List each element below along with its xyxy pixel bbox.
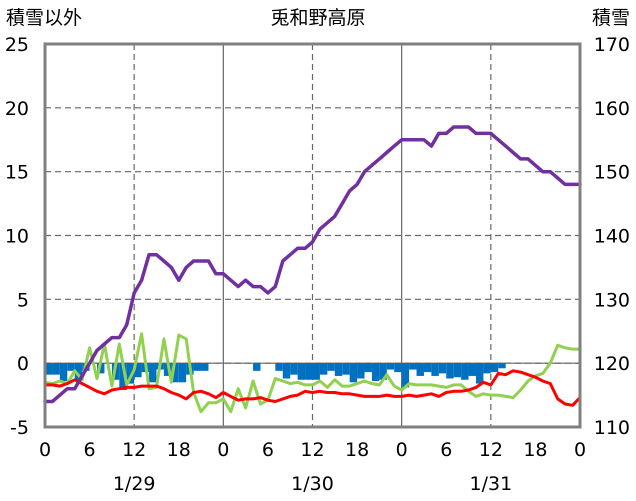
precip-bar-18 (178, 363, 187, 383)
series-line-0 (43, 125, 582, 404)
precip-bar-61 (498, 363, 506, 369)
precip-bar-57 (468, 363, 476, 376)
precip-bar-37 (319, 363, 328, 375)
precip-bar-52 (431, 363, 439, 376)
precip-bar-32 (282, 363, 291, 379)
left-tick-label-5: 0 (17, 353, 29, 375)
precip-bar-12 (134, 363, 142, 378)
precip-bar-0 (45, 363, 53, 375)
x-tick-label-5: 6 (262, 439, 274, 461)
precip-bar-49 (409, 363, 417, 370)
x-tick-label-4: 0 (217, 439, 229, 461)
precip-bar-20 (193, 363, 202, 371)
right-tick-label-4: 130 (594, 289, 630, 311)
precip-bar-31 (275, 363, 283, 371)
right-tick-label-5: 120 (594, 353, 630, 375)
x-tick-label-9: 6 (440, 439, 452, 461)
x-tick-label-2: 12 (122, 439, 146, 461)
left-axis-label: 積雪以外 (6, 7, 82, 29)
left-tick-label-6: -5 (10, 417, 29, 439)
precip-bar-33 (290, 363, 298, 375)
precip-bar-2 (59, 363, 68, 382)
precip-bar-53 (438, 363, 447, 374)
precip-bar-10 (119, 363, 127, 390)
plot-frame (43, 42, 582, 429)
precip-bar-35 (305, 363, 313, 380)
precip-bar-56 (461, 363, 469, 380)
precip-bar-16 (163, 363, 172, 376)
left-tick-label-3: 10 (5, 226, 29, 248)
date-label-0: 1/29 (113, 473, 156, 495)
right-tick-label-6: 110 (594, 417, 630, 439)
x-tick-label-7: 18 (345, 439, 369, 461)
precip-bar-7 (97, 363, 105, 374)
x-tick-label-8: 0 (396, 439, 408, 461)
precip-bar-44 (371, 363, 380, 382)
precip-bar-47 (394, 363, 402, 373)
precip-bar-4 (74, 363, 83, 382)
right-tick-label-1: 160 (594, 98, 630, 120)
x-tick-label-6: 12 (300, 439, 324, 461)
left-tick-label-4: 5 (17, 289, 29, 311)
x-tick-label-0: 0 (39, 439, 51, 461)
precip-bar-43 (364, 363, 372, 373)
precip-bar-40 (342, 363, 350, 375)
precip-bar-36 (312, 363, 320, 380)
precip-bar-42 (357, 363, 365, 379)
x-tick-label-12: 0 (574, 439, 586, 461)
date-label-1: 1/30 (291, 473, 334, 495)
date-label-2: 1/31 (469, 473, 512, 495)
x-tick-label-3: 18 (167, 439, 191, 461)
precip-bar-45 (379, 363, 387, 380)
date-labels: 1/29 1/30 1/31 (113, 473, 512, 495)
series-line-1 (43, 369, 582, 407)
left-axis-ticks: 25 20 15 10 5 0 -5 (5, 34, 29, 439)
x-axis-ticks: 0 6 12 18 0 6 12 18 0 6 12 18 0 (39, 439, 586, 461)
precip-bar-14 (149, 363, 157, 383)
precip-bar-59 (483, 363, 491, 374)
precip-bar-28 (253, 363, 261, 371)
left-tick-label-2: 15 (5, 162, 29, 184)
precip-bar-55 (453, 363, 462, 378)
precip-bar-60 (490, 363, 499, 373)
right-tick-label-0: 170 (594, 34, 630, 56)
right-axis-label: 積雪 (592, 7, 630, 29)
x-tick-label-1: 6 (84, 439, 96, 461)
precip-bar-38 (327, 363, 335, 371)
x-tick-label-11: 18 (523, 439, 547, 461)
right-tick-label-2: 150 (594, 162, 630, 184)
precip-bar-46 (386, 363, 395, 370)
precip-bar-11 (126, 363, 135, 384)
x-tick-label-10: 12 (479, 439, 503, 461)
precip-bar-17 (171, 363, 179, 383)
precip-bar-39 (334, 363, 343, 376)
precip-bar-41 (349, 363, 358, 383)
left-tick-label-1: 20 (5, 98, 29, 120)
chart-title: 兎和野高原 (270, 7, 365, 29)
precip-bar-1 (52, 363, 60, 375)
precip-bar-58 (475, 363, 484, 384)
series-line-2 (43, 332, 582, 414)
precip-bar-50 (416, 363, 424, 376)
right-axis-ticks: 170 160 150 140 130 120 110 (594, 34, 630, 439)
series-lines (43, 125, 582, 414)
precip-bar-3 (67, 363, 75, 371)
precip-bar-54 (446, 363, 454, 379)
left-tick-label-0: 25 (5, 34, 29, 56)
right-tick-label-3: 140 (594, 226, 630, 248)
precip-bar-21 (201, 363, 209, 371)
precip-bar-51 (423, 363, 432, 373)
precip-bar-34 (297, 363, 306, 380)
precip-bar-48 (401, 363, 410, 388)
